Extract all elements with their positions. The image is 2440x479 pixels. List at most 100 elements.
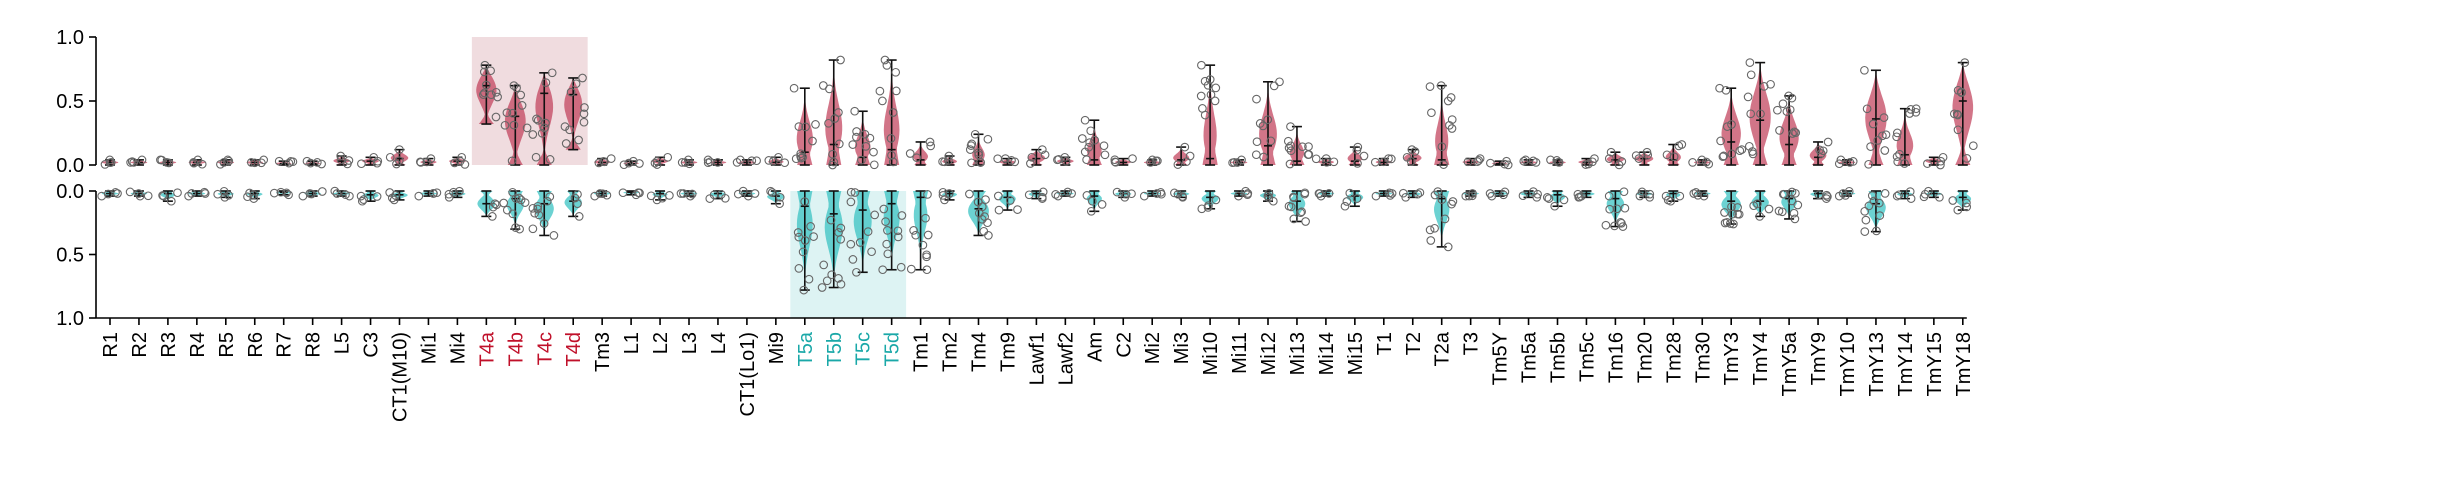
violin-bottom-R5 [213, 186, 234, 202]
violin-bottom-TmY4 [1749, 190, 1774, 221]
data-point [1823, 192, 1832, 201]
data-point [1746, 70, 1756, 80]
violin-bottom-Mi14 [1314, 189, 1335, 201]
violin-top-T4c [528, 68, 557, 166]
data-point [944, 156, 953, 165]
data-point [1879, 113, 1889, 122]
data-point [966, 141, 976, 150]
data-point [633, 188, 643, 198]
violin-top-Tm20 [1631, 147, 1654, 166]
data-point [798, 247, 808, 257]
data-point [511, 223, 520, 232]
data-point [652, 195, 662, 205]
category-label-Tm1: Tm1 [911, 332, 933, 372]
data-point [800, 197, 810, 206]
data-point [646, 191, 656, 201]
data-point [100, 160, 110, 169]
data-point [1542, 193, 1552, 202]
data-point [1948, 196, 1958, 205]
data-point [905, 149, 915, 158]
data-point [598, 189, 608, 199]
data-point [127, 157, 137, 166]
data-point [1255, 119, 1265, 128]
data-point [764, 156, 774, 165]
violin-top-R4 [188, 155, 207, 169]
data-point [307, 189, 316, 199]
violin-top-Tm30 [1688, 155, 1714, 169]
data-point [976, 158, 985, 167]
data-point [1789, 208, 1799, 218]
data-point [1258, 121, 1268, 131]
data-point [1037, 192, 1047, 202]
violin-bottom-R3 [158, 188, 182, 206]
data-point [1905, 109, 1914, 118]
data-point [1111, 157, 1121, 167]
data-point [224, 156, 234, 166]
data-point [1575, 192, 1584, 202]
data-point [1643, 150, 1653, 160]
violin-bottom-TmY15 [1919, 186, 1944, 202]
violin-bottom-R8 [298, 187, 327, 201]
data-point [1779, 189, 1789, 199]
data-point [385, 152, 395, 162]
data-point [113, 189, 122, 198]
data-point [879, 204, 889, 214]
data-point [197, 159, 207, 169]
data-point [747, 156, 757, 166]
category-label-Lawf2: Lawf2 [1055, 332, 1077, 385]
data-point [1617, 157, 1627, 166]
data-point [1719, 151, 1729, 161]
data-point [1748, 147, 1757, 156]
violin-top-Tm5c [1578, 154, 1599, 169]
data-point [486, 66, 495, 76]
data-point [888, 157, 898, 167]
data-point [1053, 191, 1063, 201]
bottom-y-tick-label: 1.0 [56, 308, 84, 330]
data-point [594, 158, 604, 168]
data-point [1286, 146, 1296, 156]
category-label-Tm28: Tm28 [1663, 332, 1685, 383]
data-point [1674, 141, 1684, 151]
data-point [502, 108, 512, 118]
data-point [1324, 189, 1334, 198]
data-point [618, 188, 628, 198]
data-point [450, 158, 459, 168]
data-point [1764, 204, 1774, 214]
data-point [970, 129, 980, 139]
data-point [1860, 227, 1870, 236]
data-point [1872, 226, 1881, 236]
data-point [249, 190, 258, 200]
data-point [893, 226, 903, 236]
data-point [357, 159, 366, 169]
data-point [1121, 189, 1131, 199]
data-point [1869, 196, 1879, 206]
violin-top-CT1(Lo1) [732, 155, 761, 167]
data-point [166, 196, 176, 206]
data-point [515, 224, 524, 234]
data-point [312, 158, 322, 167]
data-point [1868, 119, 1878, 129]
data-point [1818, 146, 1828, 156]
violin-bottom-Tm28 [1661, 190, 1685, 206]
data-point [533, 115, 543, 125]
data-point [1727, 120, 1736, 129]
data-point [897, 211, 907, 220]
data-point [1911, 104, 1921, 114]
data-point [372, 158, 382, 168]
violin-top-Mi11 [1228, 155, 1248, 168]
violin-top-TmY3 [1715, 83, 1747, 166]
data-point [1860, 65, 1869, 75]
data-point [1605, 204, 1615, 214]
data-point [1060, 152, 1070, 162]
data-point [508, 187, 517, 197]
violin-top-Mi13 [1283, 122, 1314, 169]
data-point [1718, 152, 1728, 162]
data-point [269, 188, 279, 198]
data-point [817, 283, 827, 292]
violin-bottom-Mi15 [1340, 188, 1364, 211]
data-point [357, 196, 367, 206]
data-point [1026, 159, 1035, 168]
data-point [549, 231, 559, 240]
data-point [1437, 142, 1447, 152]
category-label-Tm30: Tm30 [1692, 332, 1714, 383]
